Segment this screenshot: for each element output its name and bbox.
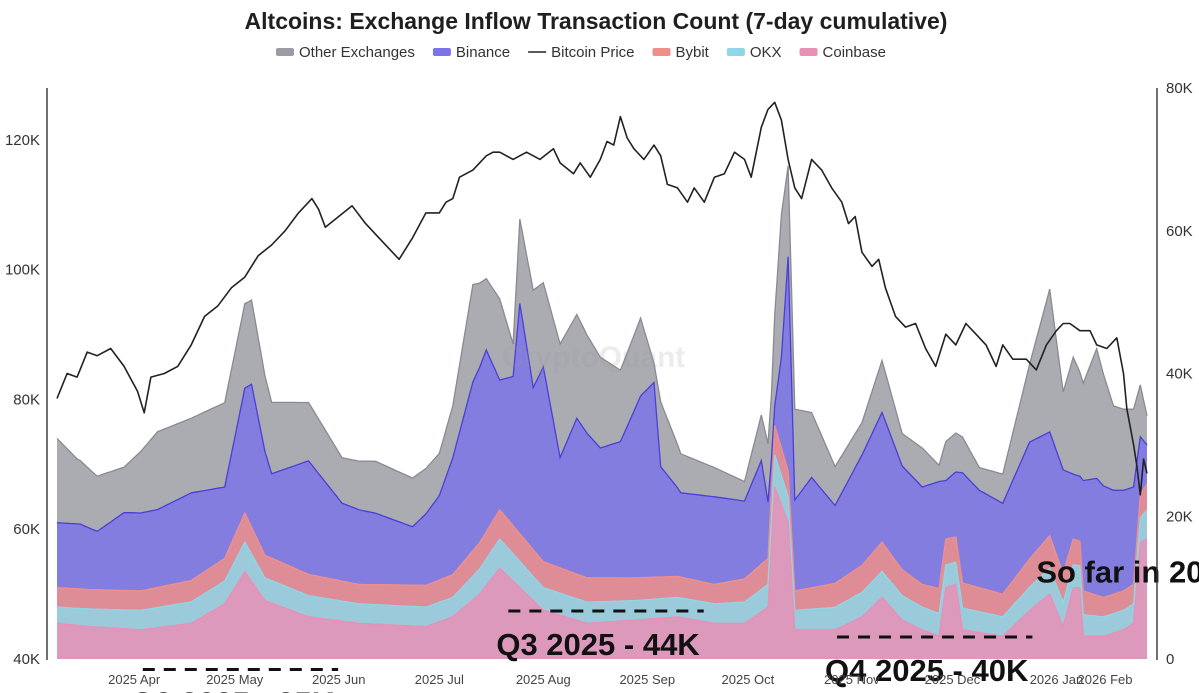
legend-label: Binance: [456, 44, 510, 61]
x-tick-label: 2025 Apr: [108, 672, 161, 687]
x-tick-label: 2025 Oct: [722, 672, 775, 687]
chart-title: Altcoins: Exchange Inflow Transaction Co…: [245, 8, 948, 34]
legend-item-other-exchanges[interactable]: Other Exchanges: [276, 44, 415, 61]
annotation-text: Q3 2025 - 44K: [496, 627, 700, 662]
legend-item-binance[interactable]: Binance: [432, 44, 510, 61]
legend-label: OKX: [750, 44, 782, 61]
area-coinbase: [57, 487, 1147, 659]
y-right-tick-label: 40K: [1166, 366, 1193, 383]
annotation-so-far-in-2026-49k: So far in 2026 - 49K: [1036, 555, 1199, 590]
y-left-tick-label: 40K: [13, 651, 40, 668]
y-left-tick-label: 100K: [5, 262, 40, 279]
x-tick-label: 2025 Jul: [415, 672, 464, 687]
legend-label: Bybit: [676, 44, 710, 61]
y-left-tick-label: 120K: [5, 132, 40, 149]
legend-label: Bitcoin Price: [551, 44, 634, 61]
legend-swatch: [652, 48, 671, 56]
annotation-text: So far in 2026 - 49K: [1036, 555, 1199, 590]
y-right-tick-label: 20K: [1166, 508, 1193, 525]
x-tick-label: 2026 Feb: [1078, 672, 1133, 687]
x-tick-label: 2025 May: [206, 672, 264, 687]
annotations: Q2 2025 - 35K Q3 2025 - 44K Q4 2025 - 40K S…: [131, 555, 1199, 693]
x-tick-label: 2025 Sep: [619, 672, 675, 687]
legend-swatch: [726, 48, 745, 56]
annotation-text: Q2 2025 - 35K: [131, 685, 335, 693]
annotation-q4-2025-40k: Q4 2025 - 40K: [825, 635, 1033, 688]
y-right-tick-label: 0: [1166, 651, 1174, 668]
axes: 40K 60K 80K 100K 120K 0 20K 40K 60K 80K 2025 Apr 20…: [5, 80, 1193, 687]
watermark: CryptoQuant: [502, 341, 685, 374]
y-left-tick-label: 80K: [13, 391, 40, 408]
plot-area: CryptoQuant: [56, 101, 1148, 659]
legend-item-coinbase[interactable]: Coinbase: [799, 44, 886, 61]
x-tick-label: 2025 Jun: [312, 672, 366, 687]
x-tick-label: 2025 Nov: [824, 672, 880, 687]
y-right-tick-label: 80K: [1166, 80, 1193, 97]
line-other-exchanges: [56, 165, 1148, 483]
line-binance: [56, 256, 1148, 533]
legend-item-bybit[interactable]: Bybit: [652, 44, 710, 61]
legend-swatch: [799, 48, 818, 56]
annotation-q3-2025-44k: Q3 2025 - 44K: [496, 609, 704, 662]
line-coinbase: [56, 486, 1148, 638]
y-right-tick-label: 60K: [1166, 223, 1193, 240]
x-tick-label: 2025 Aug: [516, 672, 571, 687]
x-tick-label: 2025 Dec: [925, 672, 981, 687]
annotation-text: Q4 2025 - 40K: [825, 653, 1029, 688]
legend-swatch: [432, 48, 451, 56]
line-okx: [56, 454, 1148, 618]
x-tick-label: 2026 Jan: [1030, 672, 1084, 687]
legend-item-okx[interactable]: OKX: [726, 44, 782, 61]
line-bybit: [56, 425, 1148, 599]
line-bitcoin-price: [56, 101, 1148, 496]
legend-label: Coinbase: [823, 44, 886, 61]
legend-label: Other Exchanges: [299, 44, 415, 61]
y-left-tick-label: 60K: [13, 521, 40, 538]
legend: Other Exchanges Binance Bitcoin Price Bybit…: [276, 44, 886, 61]
annotation-q2-2025-35k: Q2 2025 - 35K: [131, 667, 339, 693]
legend-swatch: [276, 48, 294, 56]
legend-item-bitcoin-price[interactable]: Bitcoin Price: [528, 44, 635, 61]
